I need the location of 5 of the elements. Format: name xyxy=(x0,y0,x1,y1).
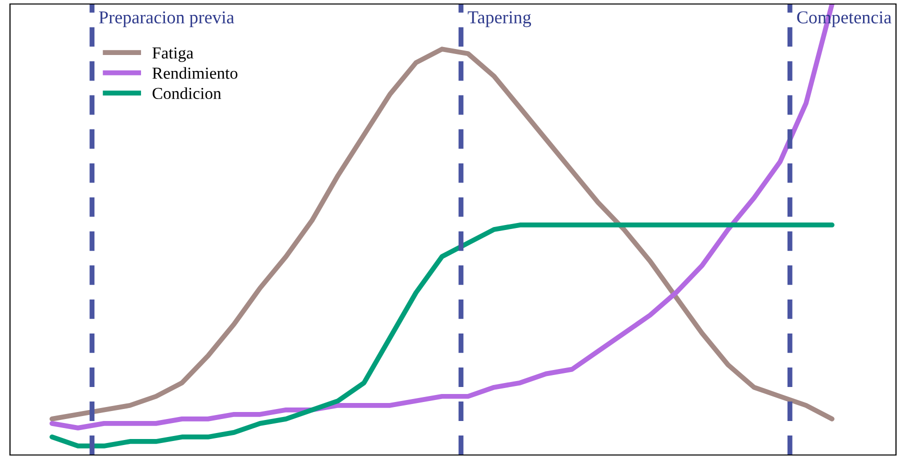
annotation: Tapering xyxy=(468,11,532,28)
annotation: Preparacion previa xyxy=(99,11,234,28)
legend-label: Rendimiento xyxy=(152,67,238,79)
legend-label: Fatiga xyxy=(152,47,194,62)
legend-label: Condicion xyxy=(152,87,222,100)
